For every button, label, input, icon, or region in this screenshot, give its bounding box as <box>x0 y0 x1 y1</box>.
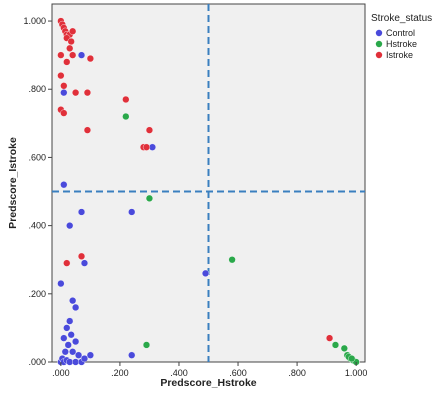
point-control <box>77 208 86 216</box>
y-tick-label: .600 <box>28 152 46 162</box>
point-istroke <box>83 126 92 134</box>
point-control <box>66 317 74 325</box>
y-tick-label: .200 <box>28 289 46 299</box>
x-tick-label: .200 <box>111 368 129 378</box>
point-istroke <box>60 109 68 117</box>
point-control <box>72 337 80 346</box>
point-istroke <box>325 334 334 342</box>
point-istroke <box>63 58 71 66</box>
point-istroke <box>72 89 80 97</box>
x-axis-title: Predscore_Hstroke <box>160 377 256 389</box>
point-control <box>86 351 94 359</box>
reference-lines <box>52 4 365 362</box>
point-istroke <box>69 27 77 35</box>
point-control <box>72 303 80 312</box>
y-axis: .000 .200 .400 .600 .800 1.000 <box>23 16 52 367</box>
point-control <box>63 324 71 332</box>
point-control <box>64 341 72 349</box>
legend-marker-control <box>375 29 383 37</box>
point-istroke <box>67 37 75 46</box>
point-istroke <box>60 82 68 90</box>
legend-label-istroke: Istroke <box>386 50 413 60</box>
point-hstroke <box>340 344 348 352</box>
point-hstroke <box>145 194 154 202</box>
legend-title: Stroke_status <box>371 13 432 24</box>
point-istroke <box>77 252 86 260</box>
point-control <box>69 348 77 356</box>
point-control <box>60 334 68 342</box>
point-istroke <box>57 71 65 80</box>
point-hstroke <box>142 341 151 349</box>
point-control <box>74 351 83 359</box>
point-control <box>61 348 69 356</box>
point-control <box>128 351 136 359</box>
point-istroke <box>69 51 77 59</box>
x-tick-label: .400 <box>170 368 188 378</box>
legend-label-hstroke: Hstroke <box>386 39 417 49</box>
x-tick-label: .800 <box>288 368 306 378</box>
y-axis-title: Predscore_Istroke <box>7 137 19 229</box>
point-istroke <box>83 89 92 97</box>
point-control <box>60 181 68 189</box>
point-istroke <box>57 51 65 59</box>
point-control <box>66 222 74 230</box>
point-control <box>57 279 65 288</box>
legend-marker-istroke <box>375 51 383 59</box>
point-istroke <box>66 44 74 52</box>
y-tick-label: 1.000 <box>23 16 46 26</box>
legend-marker-hstroke <box>375 40 383 48</box>
x-tick-label: 1.000 <box>345 368 368 378</box>
point-control <box>69 297 77 305</box>
point-control <box>80 354 89 363</box>
x-axis: .000 .200 .400 .600 .800 1.000 <box>52 362 367 378</box>
point-istroke <box>142 143 151 151</box>
point-istroke <box>122 95 130 104</box>
point-hstroke <box>122 112 130 121</box>
x-tick-label: .600 <box>229 368 247 378</box>
x-tick-label: .000 <box>52 368 70 378</box>
y-tick-label: .400 <box>28 221 46 231</box>
point-control <box>67 331 75 339</box>
legend-label-control: Control <box>386 28 415 38</box>
point-control <box>201 269 210 277</box>
point-control <box>77 51 86 59</box>
y-tick-label: .800 <box>28 84 46 94</box>
point-control <box>80 259 89 267</box>
point-hstroke <box>348 354 356 363</box>
point-istroke <box>63 259 71 267</box>
y-tick-label: .000 <box>28 357 46 367</box>
point-hstroke <box>228 256 236 264</box>
point-istroke <box>86 54 94 63</box>
point-control <box>128 208 136 216</box>
data-points <box>57 17 360 366</box>
point-hstroke <box>331 341 340 349</box>
point-istroke <box>145 126 154 134</box>
point-control <box>60 89 68 97</box>
